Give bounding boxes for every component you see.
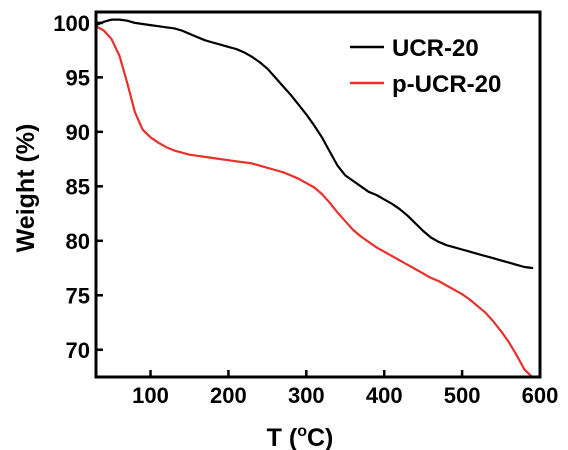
- y-axis-title: Weight (%): [12, 124, 40, 253]
- y-tick-label-75: 75: [66, 283, 90, 308]
- x-tick-label-200: 200: [210, 383, 247, 408]
- legend: UCR-20 p-UCR-20: [350, 35, 501, 98]
- y-tick-label-95: 95: [66, 65, 90, 90]
- y-tick-label-85: 85: [66, 174, 90, 199]
- y-tick-label-80: 80: [66, 229, 90, 254]
- axis-ticks: 100 200 300 400 500 600 70 75 80 85 90 95 100: [53, 11, 558, 408]
- x-tick-label-500: 500: [444, 383, 481, 408]
- x-tick-label-300: 300: [288, 383, 325, 408]
- series-line-ucr-20: [94, 18, 534, 270]
- legend-label-ucr-20: UCR-20: [392, 35, 479, 62]
- plot-frame: [94, 10, 542, 379]
- x-tick-label-100: 100: [132, 383, 169, 408]
- x-tick-label-400: 400: [366, 383, 403, 408]
- y-tick-label-70: 70: [66, 338, 90, 363]
- x-tick-label-600: 600: [522, 383, 559, 408]
- y-tick-label-100: 100: [53, 11, 90, 36]
- x-axis-title: T (oC): [267, 423, 334, 450]
- x-axis-title-unit: C): [307, 424, 333, 450]
- curves: [94, 18, 534, 379]
- y-tick-label-90: 90: [66, 120, 90, 145]
- x-axis-title-superscript: o: [297, 423, 307, 440]
- legend-label-p-ucr-20: p-UCR-20: [392, 71, 501, 98]
- series-line-p-ucr-20: [94, 25, 534, 379]
